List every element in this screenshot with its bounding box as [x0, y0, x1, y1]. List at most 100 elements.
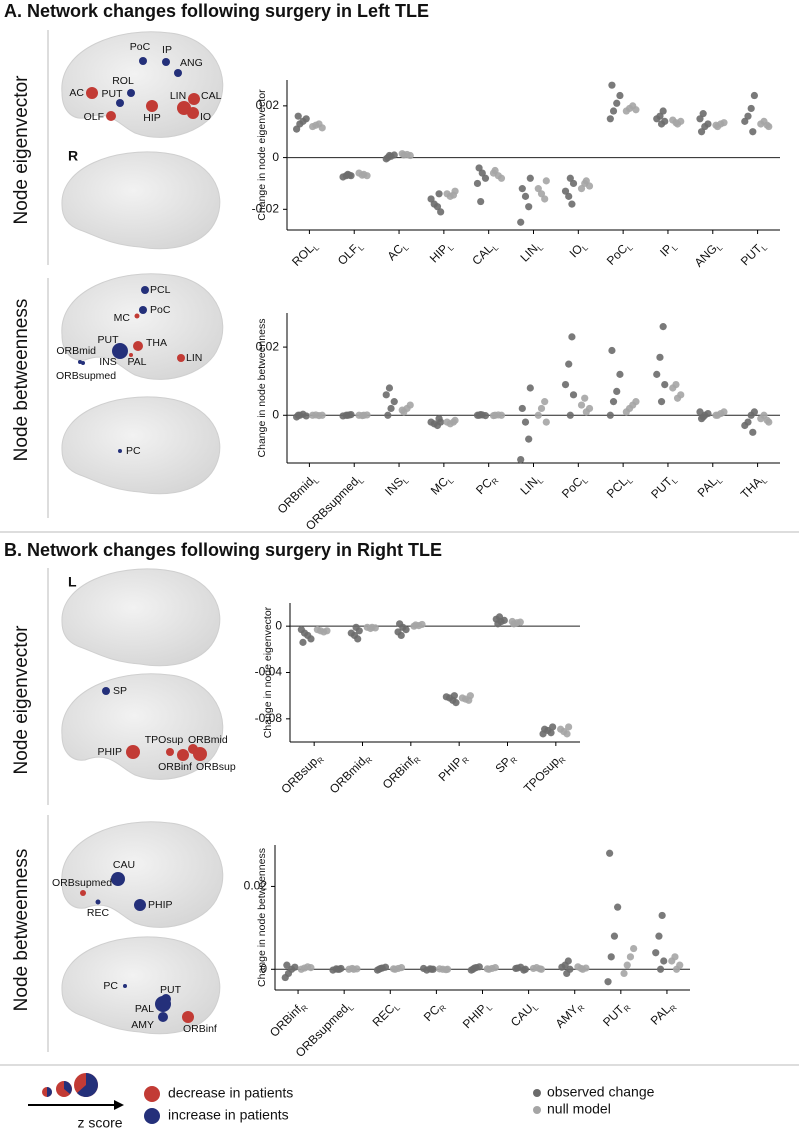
observed-point	[652, 949, 660, 957]
brain-node	[141, 286, 149, 294]
observed-point	[299, 638, 307, 646]
brain-node	[146, 100, 158, 112]
x-tick-label: SPR	[493, 750, 520, 777]
null-point	[389, 965, 398, 973]
category-subscript: L	[312, 476, 322, 486]
observed-point	[345, 171, 354, 179]
legend-text: z score	[77, 1115, 122, 1131]
y-axis-label: Change in node eigenvector	[262, 606, 274, 738]
brain-node	[177, 354, 185, 362]
null-point	[348, 964, 356, 973]
x-tick-label: PALR	[648, 998, 679, 1029]
category-subscript: R	[490, 476, 501, 487]
brain-node	[80, 890, 86, 896]
null-point	[534, 185, 542, 193]
category-subscript: L	[581, 243, 591, 253]
observed-point	[697, 128, 706, 136]
node-label: REC	[87, 907, 110, 919]
x-tick-label: CALL	[469, 238, 500, 269]
observed-point	[659, 107, 667, 115]
category-subscript: L	[760, 243, 770, 253]
y-axis-label: Change in node betweenness	[256, 319, 268, 458]
brain-node	[187, 107, 199, 119]
observed-point	[561, 380, 570, 389]
legend: z score	[28, 1073, 124, 1131]
category-name: ORBmid	[275, 475, 317, 517]
null-point	[398, 406, 406, 414]
brain-node	[188, 93, 200, 105]
y-tick-label: 0.02	[244, 879, 268, 893]
observed-point	[473, 179, 482, 188]
observed-point	[609, 398, 618, 406]
node-label: LIN	[170, 90, 186, 102]
observed-point	[302, 115, 310, 123]
null-point	[541, 195, 549, 203]
legend-text: null model	[547, 1101, 611, 1117]
category-subscript: R	[557, 755, 568, 766]
observed-point	[291, 963, 299, 971]
null-point	[323, 627, 331, 635]
category-subscript: L	[536, 476, 546, 486]
node-label: INS	[99, 356, 117, 368]
observed-point	[744, 112, 752, 120]
brain-node	[134, 313, 140, 319]
node-label: PUT	[160, 984, 182, 996]
observed-point	[744, 418, 752, 426]
null-point	[585, 404, 594, 413]
category-subscript: L	[356, 476, 366, 486]
observed-point	[397, 631, 405, 640]
observed-point	[294, 411, 302, 419]
null-point	[534, 411, 542, 419]
x-tick-label: AMYR	[553, 998, 587, 1032]
legend-node-swatch	[144, 1108, 160, 1124]
category-subscript: R	[460, 755, 471, 766]
node-label: IO	[200, 111, 211, 123]
observed-point	[521, 418, 530, 426]
category-subscript: L	[625, 476, 635, 486]
legend-node-swatch	[144, 1086, 160, 1102]
brain-node	[193, 747, 207, 761]
observed-point	[656, 965, 665, 973]
category-subscript: R	[509, 755, 520, 766]
legend-text: observed change	[547, 1084, 655, 1100]
observed-point	[656, 112, 664, 120]
brain-node	[102, 687, 110, 695]
category-subscript: L	[670, 243, 680, 253]
node-label: PHIP	[148, 899, 173, 911]
null-point	[406, 151, 414, 160]
brain-node	[118, 449, 122, 453]
node-label: ORBsupmed	[56, 370, 116, 382]
observed-point	[750, 408, 758, 416]
category-subscript: R	[668, 1003, 679, 1014]
x-tick-label: PHIPR	[436, 750, 471, 785]
observed-point	[526, 174, 534, 182]
observed-point	[307, 635, 315, 643]
observed-point	[495, 613, 504, 621]
x-tick-label: PALL	[695, 471, 725, 501]
category-subscript: L	[485, 1003, 495, 1013]
observed-point	[518, 404, 526, 413]
node-label: CAU	[113, 859, 135, 871]
observed-point	[568, 333, 576, 341]
brain-node	[115, 350, 121, 356]
observed-point	[741, 117, 749, 125]
x-tick-label: MCL	[428, 471, 456, 499]
category-subscript: L	[401, 243, 411, 253]
node-label: ORBsupmed	[52, 877, 112, 889]
y-tick-label: -0.02	[252, 201, 280, 215]
observed-point	[661, 380, 669, 389]
observed-point	[564, 957, 572, 965]
null-point	[577, 964, 585, 973]
observed-point	[521, 192, 530, 200]
observed-point	[699, 110, 707, 118]
category-subscript: R	[576, 1003, 587, 1014]
null-point	[358, 171, 366, 179]
observed-point	[565, 192, 573, 200]
null-point	[307, 964, 315, 972]
observed-point	[512, 964, 520, 973]
x-tick-label: CAUL	[508, 998, 541, 1031]
y-tick-label: -0.08	[255, 711, 283, 725]
category-subscript: R	[364, 755, 375, 766]
node-label: PUT	[102, 88, 124, 100]
y-tick-label: 0	[260, 961, 267, 975]
